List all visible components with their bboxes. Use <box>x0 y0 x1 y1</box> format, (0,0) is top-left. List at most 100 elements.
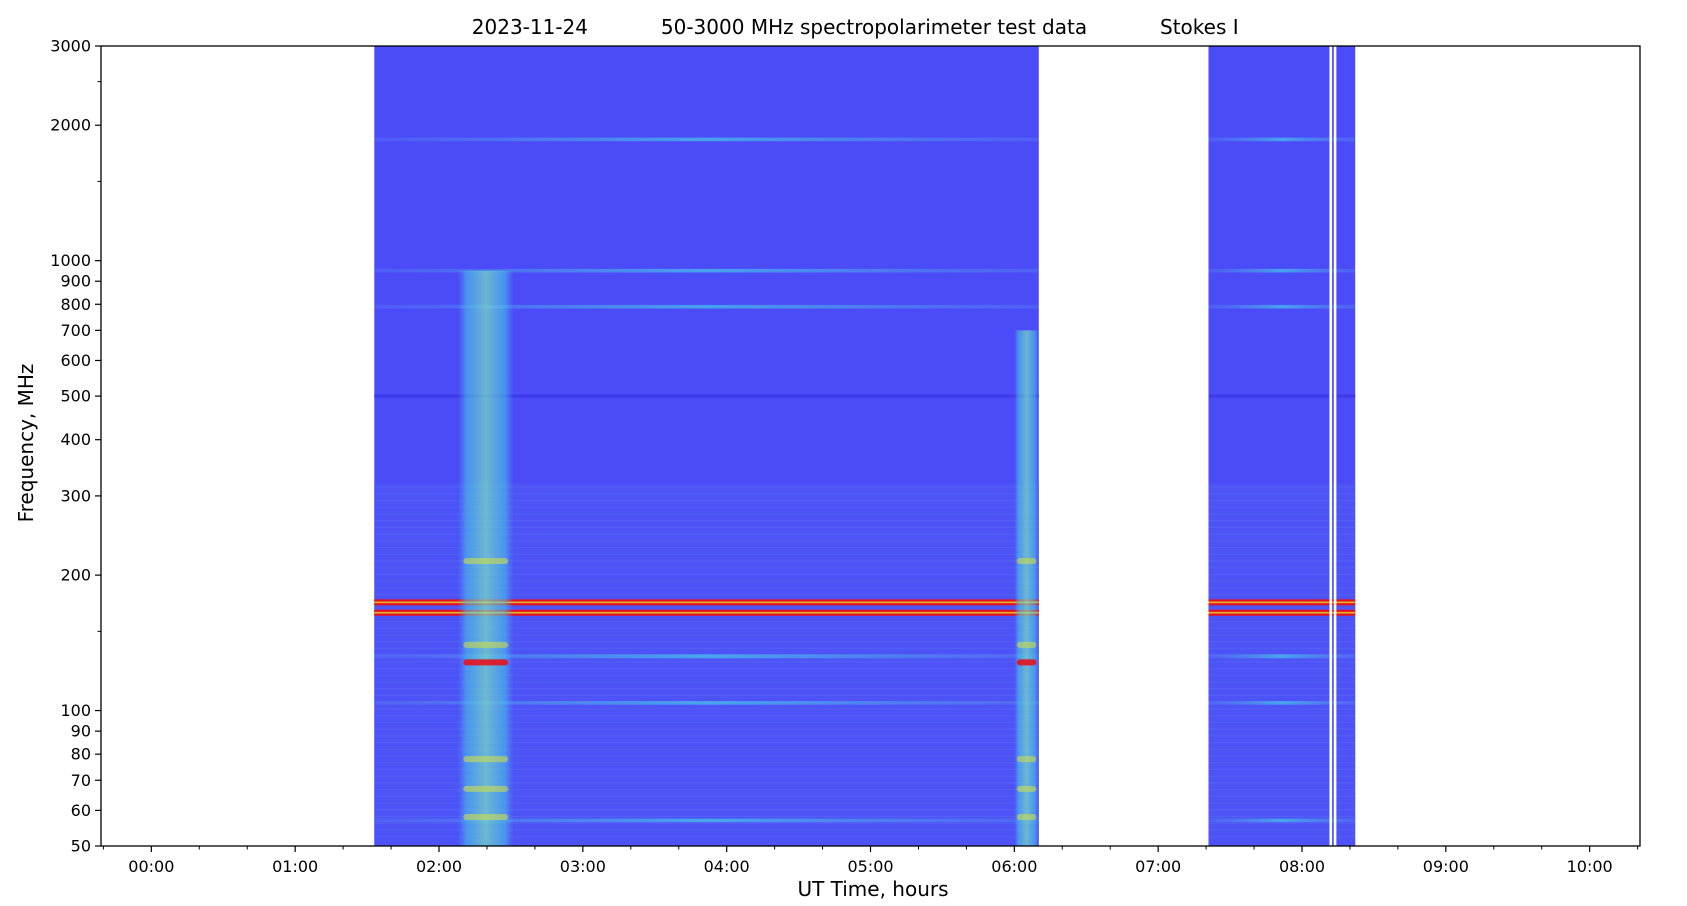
stripe <box>1208 587 1356 589</box>
stripe <box>1208 802 1356 804</box>
y-tick-label: 80 <box>71 745 91 764</box>
stripe <box>374 667 1039 670</box>
stripe <box>374 775 1039 777</box>
stripe <box>374 782 1039 784</box>
stripe <box>374 715 1039 717</box>
stripe <box>1208 567 1356 569</box>
burst-1-spot-1 <box>1016 785 1037 792</box>
y-tick-label: 1000 <box>50 251 91 270</box>
burst-0-spot-1 <box>463 785 509 792</box>
y-tick-label: 500 <box>60 387 91 406</box>
y-tick-label: 70 <box>71 771 91 790</box>
x-tick-label: 07:00 <box>1135 857 1181 876</box>
stripe <box>374 641 1039 643</box>
stripe <box>1208 735 1356 737</box>
stripe <box>1208 795 1356 797</box>
x-tick-label: 10:00 <box>1567 857 1613 876</box>
axes-frame <box>100 45 1641 847</box>
stripe <box>374 721 1039 723</box>
band-8-seg-0 <box>374 818 1039 823</box>
y-tick-label: 800 <box>60 295 91 314</box>
stripe <box>374 741 1039 744</box>
burst-0-spot-5 <box>463 557 509 564</box>
stripe <box>374 802 1039 804</box>
stripe <box>1208 762 1356 764</box>
stripe <box>374 587 1039 589</box>
burst-1-spot-2 <box>1016 756 1037 763</box>
stripe <box>374 607 1039 609</box>
stripe <box>1208 728 1356 730</box>
stripe <box>374 533 1039 535</box>
burst-1-spot-3 <box>1016 659 1037 666</box>
stripe <box>374 634 1039 636</box>
band-1-seg-1 <box>1208 268 1356 273</box>
stripe <box>1208 667 1356 670</box>
stripe <box>1208 809 1356 811</box>
stripe <box>1208 513 1356 515</box>
y-tick-label: 200 <box>60 566 91 585</box>
band-2-seg-0 <box>374 304 1039 309</box>
y-tick-label: 100 <box>60 701 91 720</box>
stripe <box>374 809 1039 811</box>
stripe <box>374 620 1039 623</box>
stripe <box>1208 721 1356 723</box>
x-tick-label: 03:00 <box>560 857 606 876</box>
stripe <box>374 688 1039 690</box>
x-tick-label: 09:00 <box>1423 857 1469 876</box>
stripe <box>1208 836 1356 838</box>
y-tick-label: 60 <box>71 801 91 820</box>
band-core-4-seg-1 <box>1208 601 1356 604</box>
stripe <box>374 567 1039 569</box>
stripe <box>1208 499 1356 502</box>
burst-1-spot-0 <box>1016 814 1037 820</box>
y-axis: 50 60 70 80 90 100 200 300 400 500 600 700 800 900 100… <box>50 37 101 856</box>
y-tick-label: 400 <box>60 430 91 449</box>
y-tick-label: 90 <box>71 722 91 741</box>
stripe <box>374 674 1039 676</box>
stripe <box>374 499 1039 502</box>
stripe <box>1208 715 1356 717</box>
x-tick-label: 04:00 <box>704 857 750 876</box>
lowband-region-1 <box>1208 483 1356 846</box>
burst-1-spot-4 <box>1016 641 1037 648</box>
stripe <box>1208 647 1356 649</box>
stripe <box>374 681 1039 683</box>
stripe <box>1208 493 1356 495</box>
stripe <box>1208 741 1356 744</box>
stripe <box>374 728 1039 730</box>
stripe <box>374 493 1039 495</box>
stripe <box>374 573 1039 576</box>
stripe <box>1208 661 1356 663</box>
band-3-seg-0 <box>374 394 1039 398</box>
stripe <box>1208 822 1356 824</box>
band-core-5-seg-0 <box>374 611 1039 614</box>
stripe <box>374 627 1039 629</box>
band-6-seg-1 <box>1208 654 1356 659</box>
y-tick-label: 2000 <box>50 116 91 135</box>
stripe <box>1208 815 1356 818</box>
stripe <box>374 513 1039 515</box>
stripe <box>374 748 1039 750</box>
stripe <box>1208 546 1356 549</box>
stripe <box>374 768 1039 770</box>
x-tick-label: 05:00 <box>847 857 893 876</box>
stripe <box>374 708 1039 710</box>
y-axis-label: Frequency, MHz <box>14 364 38 523</box>
stripe <box>374 560 1039 562</box>
stripe <box>1208 674 1356 676</box>
burst-0-spot-3 <box>463 659 509 666</box>
stripe <box>1208 694 1356 697</box>
y-tick-label: 700 <box>60 321 91 340</box>
stripe <box>374 762 1039 764</box>
stripe <box>1208 775 1356 777</box>
x-axis: 00:00 01:00 02:00 03:00 04:00 05:00 06:00 07:00… <box>102 846 1639 876</box>
title-stokes: Stokes I <box>1160 15 1239 39</box>
title-description: 50-3000 MHz spectropolarimeter test data <box>661 15 1087 39</box>
burst-0-spot-2 <box>463 756 509 763</box>
stripe <box>1208 560 1356 562</box>
band-core-4-seg-0 <box>374 601 1039 604</box>
stripe <box>374 580 1039 582</box>
title-date: 2023-11-24 <box>472 15 588 39</box>
y-tick-label: 600 <box>60 351 91 370</box>
